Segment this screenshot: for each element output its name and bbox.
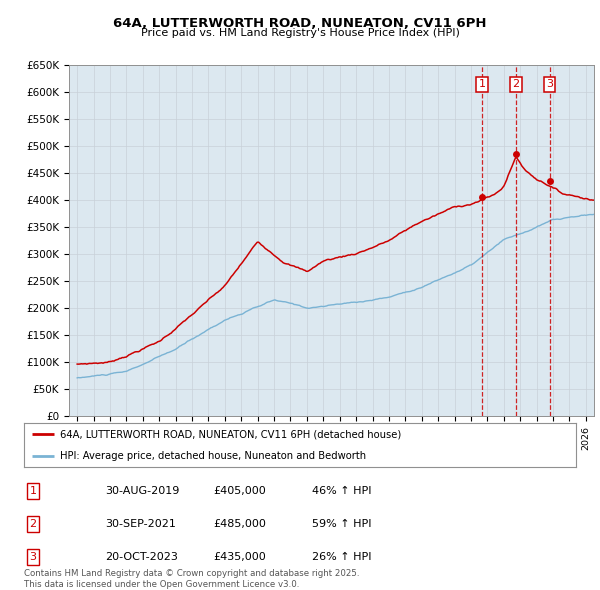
Text: 1: 1 (29, 486, 37, 496)
Text: 30-AUG-2019: 30-AUG-2019 (105, 486, 179, 496)
Text: 59% ↑ HPI: 59% ↑ HPI (312, 519, 371, 529)
Text: HPI: Average price, detached house, Nuneaton and Bedworth: HPI: Average price, detached house, Nune… (60, 451, 366, 461)
Text: 26% ↑ HPI: 26% ↑ HPI (312, 552, 371, 562)
Text: 46% ↑ HPI: 46% ↑ HPI (312, 486, 371, 496)
Text: 64A, LUTTERWORTH ROAD, NUNEATON, CV11 6PH (detached house): 64A, LUTTERWORTH ROAD, NUNEATON, CV11 6P… (60, 429, 401, 439)
Text: 2: 2 (512, 79, 520, 89)
Text: 30-SEP-2021: 30-SEP-2021 (105, 519, 176, 529)
Text: £435,000: £435,000 (213, 552, 266, 562)
Text: £485,000: £485,000 (213, 519, 266, 529)
Text: Price paid vs. HM Land Registry's House Price Index (HPI): Price paid vs. HM Land Registry's House … (140, 28, 460, 38)
Text: £405,000: £405,000 (213, 486, 266, 496)
Text: 3: 3 (29, 552, 37, 562)
Text: 2: 2 (29, 519, 37, 529)
Text: 20-OCT-2023: 20-OCT-2023 (105, 552, 178, 562)
Text: 64A, LUTTERWORTH ROAD, NUNEATON, CV11 6PH: 64A, LUTTERWORTH ROAD, NUNEATON, CV11 6P… (113, 17, 487, 30)
Text: 1: 1 (478, 79, 485, 89)
Text: 3: 3 (546, 79, 553, 89)
Text: Contains HM Land Registry data © Crown copyright and database right 2025.
This d: Contains HM Land Registry data © Crown c… (24, 569, 359, 589)
